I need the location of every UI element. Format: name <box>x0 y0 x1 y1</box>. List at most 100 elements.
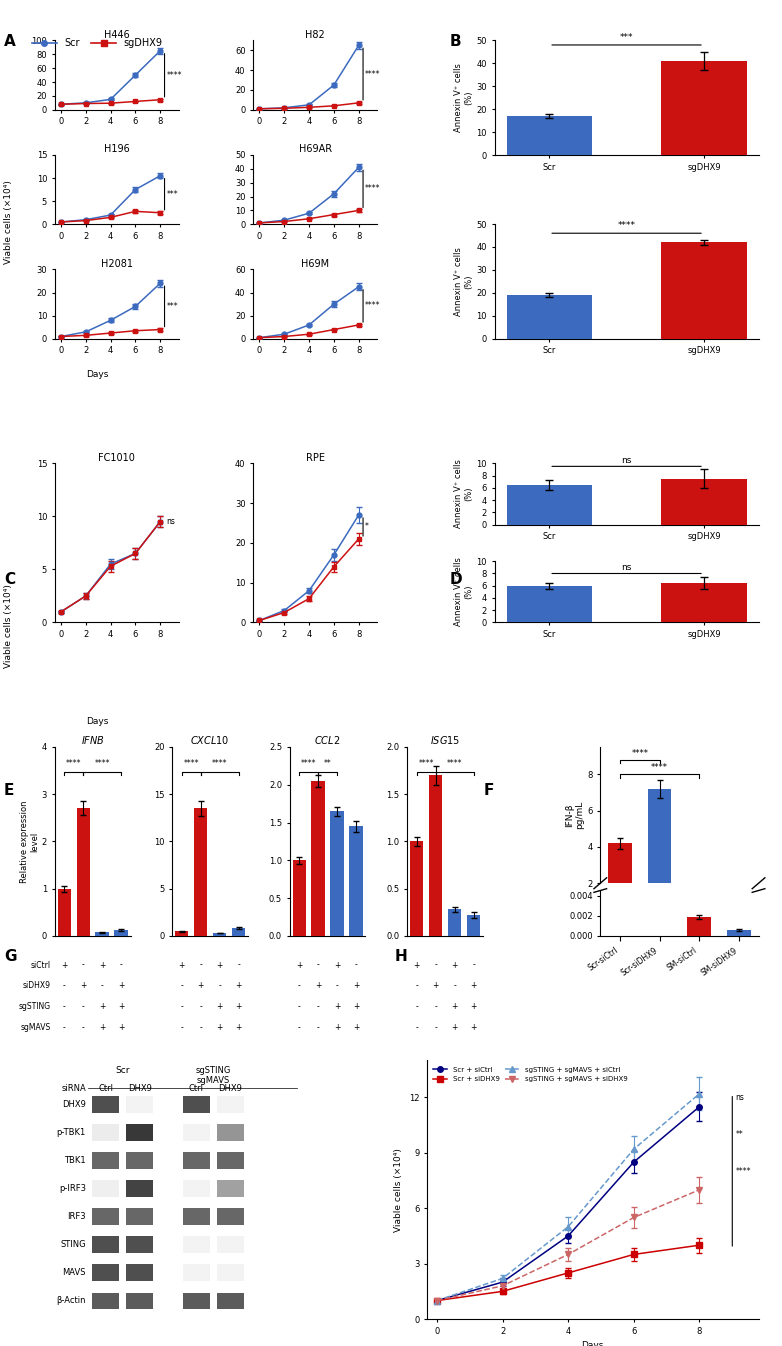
Text: STING: STING <box>60 1240 86 1249</box>
Bar <box>175 931 188 935</box>
Text: +: + <box>99 1023 106 1032</box>
Y-axis label: Annexin V⁺ cells
(%): Annexin V⁺ cells (%) <box>454 248 474 316</box>
Bar <box>194 809 207 935</box>
Title: $\it{IFNB}$: $\it{IFNB}$ <box>81 734 105 746</box>
Text: Ctrl: Ctrl <box>99 1084 113 1093</box>
Bar <box>92 1180 120 1197</box>
Bar <box>727 930 751 935</box>
Bar <box>92 1152 120 1168</box>
Bar <box>126 1292 153 1310</box>
Text: ****: **** <box>95 759 109 767</box>
Bar <box>183 1180 210 1197</box>
Text: -: - <box>415 1023 418 1032</box>
Text: ns: ns <box>167 517 175 526</box>
Y-axis label: Relative expression
level: Relative expression level <box>20 801 39 883</box>
X-axis label: Days: Days <box>582 1341 604 1346</box>
Text: +: + <box>353 1003 359 1011</box>
Bar <box>92 1124 120 1141</box>
Text: +: + <box>451 1023 457 1032</box>
Bar <box>217 1237 244 1253</box>
Text: +: + <box>80 981 86 991</box>
Bar <box>507 116 592 155</box>
Text: -: - <box>63 981 66 991</box>
Text: IRF3: IRF3 <box>67 1213 86 1221</box>
Text: **: ** <box>736 1129 744 1139</box>
Text: -: - <box>434 1023 437 1032</box>
Bar <box>92 1209 120 1225</box>
Text: Scr: Scr <box>116 1066 130 1074</box>
Text: -: - <box>218 981 221 991</box>
Text: +: + <box>61 961 67 969</box>
Text: +: + <box>470 981 477 991</box>
Bar <box>217 1152 244 1168</box>
Bar <box>467 915 480 935</box>
Text: -: - <box>415 1003 418 1011</box>
Text: -: - <box>298 1023 300 1032</box>
Text: siDHX9: siDHX9 <box>23 981 51 991</box>
Bar <box>126 1124 153 1141</box>
Bar <box>213 933 226 935</box>
Text: -: - <box>82 1023 84 1032</box>
Bar <box>662 242 747 339</box>
Text: -: - <box>415 981 418 991</box>
Text: ****: **** <box>618 222 636 230</box>
Text: Ctrl: Ctrl <box>189 1084 204 1093</box>
Text: ****: **** <box>736 1167 751 1176</box>
Text: ***: *** <box>167 190 178 199</box>
Bar <box>126 1180 153 1197</box>
Text: +: + <box>217 1023 223 1032</box>
Text: -: - <box>335 981 339 991</box>
Text: +: + <box>217 961 223 969</box>
Text: -: - <box>63 1003 66 1011</box>
Text: +: + <box>353 981 359 991</box>
Bar <box>183 1096 210 1113</box>
Text: +: + <box>235 1003 242 1011</box>
Text: ****: **** <box>167 71 182 79</box>
Bar <box>183 1264 210 1281</box>
Text: +: + <box>315 981 321 991</box>
Bar <box>608 843 632 919</box>
Text: +: + <box>353 1023 359 1032</box>
Y-axis label: Viable cells (×10⁴): Viable cells (×10⁴) <box>394 1148 404 1232</box>
Text: β-Actin: β-Actin <box>56 1296 86 1306</box>
Legend: Scr, sgDHX9: Scr, sgDHX9 <box>28 35 167 52</box>
Bar <box>448 910 461 935</box>
Text: sgSTING
sgMAVS: sgSTING sgMAVS <box>196 1066 231 1085</box>
Bar <box>331 812 344 935</box>
Text: siCtrl: siCtrl <box>30 961 51 969</box>
Bar <box>126 1152 153 1168</box>
Text: ****: **** <box>365 70 380 78</box>
Bar <box>350 826 363 935</box>
Text: Viable cells (×10⁴): Viable cells (×10⁴) <box>4 584 13 668</box>
Text: ****: **** <box>365 184 380 194</box>
Title: FC1010: FC1010 <box>99 452 135 463</box>
Bar <box>183 1209 210 1225</box>
Title: RPE: RPE <box>306 452 325 463</box>
Y-axis label: Annexin V⁺ cells
(%): Annexin V⁺ cells (%) <box>454 557 474 626</box>
Text: +: + <box>334 1023 340 1032</box>
Text: MAVS: MAVS <box>63 1268 86 1277</box>
Bar <box>126 1209 153 1225</box>
Text: E: E <box>4 783 14 798</box>
Text: -: - <box>181 1003 183 1011</box>
Bar <box>662 479 747 525</box>
Text: F: F <box>483 783 493 798</box>
Text: +: + <box>432 981 439 991</box>
Text: +: + <box>470 1023 477 1032</box>
Bar <box>292 860 306 935</box>
Text: +: + <box>99 961 106 969</box>
Bar <box>217 1096 244 1113</box>
Bar <box>92 1096 120 1113</box>
Text: ****: **** <box>184 759 199 767</box>
Text: +: + <box>198 981 204 991</box>
Text: +: + <box>470 1003 477 1011</box>
Text: +: + <box>118 1003 124 1011</box>
Bar <box>410 841 423 935</box>
Bar <box>95 933 109 935</box>
Text: +: + <box>99 1003 106 1011</box>
Text: Days: Days <box>87 370 109 380</box>
Text: -: - <box>237 961 240 969</box>
Text: D: D <box>450 572 462 587</box>
Text: -: - <box>181 1023 183 1032</box>
Text: Days: Days <box>87 717 109 727</box>
